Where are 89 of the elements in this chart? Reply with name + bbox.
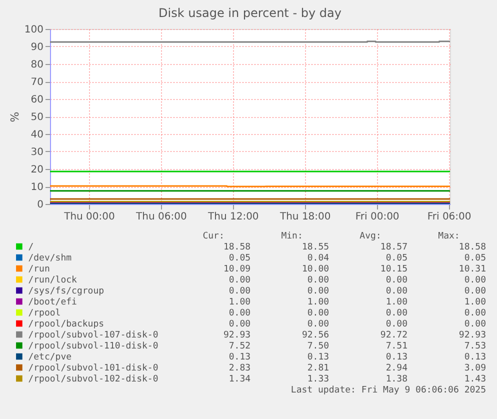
text: 7.52	[228, 342, 251, 352]
text: 92.56	[302, 330, 330, 340]
text: 0.05	[386, 254, 408, 264]
text: 92.93	[223, 330, 251, 340]
text: 0.00	[307, 286, 330, 296]
text: 0.00	[307, 276, 330, 286]
x-tick-label: Thu 18:00	[278, 212, 331, 222]
text: 0.00	[307, 320, 330, 330]
legend-label: /dev/shm	[28, 254, 72, 264]
y-tick-label: 90	[30, 42, 44, 53]
x-tick-label: Fri 00:00	[355, 212, 400, 222]
text: 1.00	[307, 298, 330, 308]
text: 10.15	[380, 264, 408, 274]
legend-label: /etc/pve	[28, 352, 72, 362]
text: 0.13	[228, 352, 251, 362]
x-tick-label: Thu 00:00	[63, 212, 115, 222]
text: 0.05	[464, 254, 486, 264]
y-tick-label: 100	[24, 24, 44, 36]
y-axis-title: %	[8, 112, 22, 122]
text: 92.93	[458, 330, 486, 340]
legend-label: /rpool/backups	[28, 320, 104, 330]
text: 0.04	[307, 254, 330, 264]
text: 0.00	[228, 320, 251, 330]
text: 7.53	[464, 342, 486, 352]
x-tick-label: Thu 12:00	[207, 212, 259, 222]
text: 10.00	[302, 264, 330, 274]
text: 92.72	[380, 330, 408, 340]
legend-label: /sys/fs/cgroup	[28, 286, 104, 296]
text: 2.83	[228, 364, 251, 374]
legend-label: /run/lock	[28, 276, 78, 286]
legend-label: /boot/efi	[28, 298, 77, 308]
text: 18.58	[458, 242, 486, 252]
text: 0.00	[386, 308, 408, 318]
x-tick-label: Thu 06:00	[135, 212, 187, 222]
text: Avg:	[360, 232, 382, 242]
text: 7.50	[307, 342, 330, 352]
text: 2.81	[307, 364, 330, 374]
text: 1.38	[386, 374, 408, 384]
text: 1.33	[307, 374, 330, 384]
text: 0.05	[228, 254, 251, 264]
y-tick-label: 30	[30, 147, 44, 158]
text: 0.00	[464, 276, 486, 286]
text: 3.09	[464, 364, 486, 374]
y-tick-label: 20	[30, 164, 44, 176]
text: 0.00	[307, 308, 330, 318]
text: 0.00	[386, 276, 408, 286]
chart-title: Disk usage in percent - by day	[158, 6, 342, 20]
text: 10.09	[223, 264, 251, 274]
text: Min:	[281, 232, 303, 242]
text: 0.00	[228, 308, 251, 318]
text: 18.57	[380, 242, 408, 252]
y-tick-label: 0	[37, 200, 44, 210]
text: 1.00	[228, 298, 251, 308]
text: 18.58	[223, 242, 251, 252]
text: 1.34	[228, 374, 251, 384]
text: Last update: Fri May 9 06:06:06 2025	[290, 386, 486, 396]
text: Max:	[438, 232, 460, 242]
text: 10.31	[458, 264, 486, 274]
text: 0.00	[386, 320, 408, 330]
legend-label: /rpool/subvol-102-disk-0	[28, 374, 158, 384]
y-tick-label: 80	[30, 60, 44, 70]
text: Cur:	[202, 232, 224, 242]
text: 7.51	[386, 342, 408, 352]
legend-label: /rpool/subvol-107-disk-0	[28, 330, 158, 340]
text: 0.00	[228, 276, 251, 286]
y-tick-label: 40	[30, 130, 44, 140]
text: 0.13	[307, 352, 330, 362]
text: 1.00	[386, 298, 408, 308]
text: 0.00	[386, 286, 408, 296]
y-tick-label: 50	[30, 112, 44, 123]
y-tick-label: 10	[30, 182, 44, 193]
legend-label: /rpool/subvol-110-disk-0	[28, 342, 158, 352]
legend-label: /	[28, 242, 34, 252]
text: 0.13	[386, 352, 408, 362]
text: 1.43	[464, 374, 486, 384]
legend-label: /rpool	[28, 308, 61, 318]
x-tick-label: Fri 06:00	[427, 212, 472, 222]
text: 0.00	[464, 320, 486, 330]
y-tick-label: 70	[30, 77, 44, 88]
text: 2.94	[386, 364, 408, 374]
text: 0.00	[464, 308, 486, 318]
legend-label: /run	[28, 264, 50, 274]
text: 18.55	[302, 242, 330, 252]
text: 0.00	[228, 286, 251, 296]
text: 1.00	[464, 298, 486, 308]
text: 0.13	[464, 352, 486, 362]
legend-label: /rpool/subvol-101-disk-0	[28, 364, 158, 374]
y-tick-label: 60	[30, 94, 44, 106]
text: 0.00	[464, 286, 486, 296]
